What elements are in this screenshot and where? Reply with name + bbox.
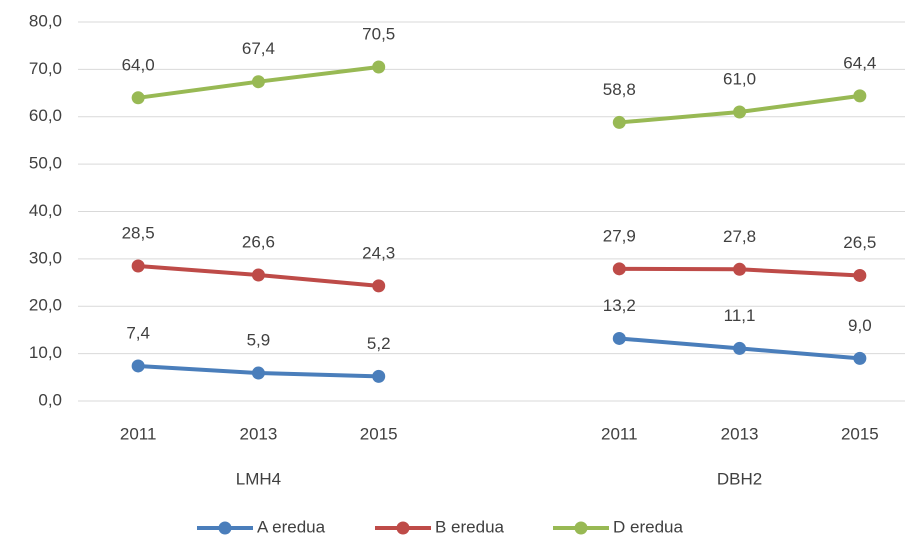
data-point xyxy=(612,331,626,345)
legend-label: B eredua xyxy=(435,517,505,536)
x-tick-label: 2013 xyxy=(240,424,278,443)
y-tick-label: 60,0 xyxy=(29,106,62,125)
data-point xyxy=(372,279,386,293)
y-tick-label: 40,0 xyxy=(29,201,62,220)
group-label: DBH2 xyxy=(717,469,762,488)
legend-marker xyxy=(396,521,410,535)
data-label: 5,9 xyxy=(247,331,271,350)
data-label: 27,9 xyxy=(603,226,636,245)
data-point xyxy=(853,351,867,365)
x-tick-label: 2013 xyxy=(721,424,759,443)
x-tick-label: 2011 xyxy=(120,424,157,443)
series-line xyxy=(137,263,860,288)
y-tick-label: 80,0 xyxy=(29,11,62,30)
data-point xyxy=(372,369,386,383)
data-point xyxy=(733,105,747,119)
legend-marker xyxy=(574,521,588,535)
x-tick-label: 2011 xyxy=(601,424,638,443)
data-label: 24,3 xyxy=(362,243,395,262)
y-tick-label: 50,0 xyxy=(29,154,62,173)
y-tick-label: 0,0 xyxy=(38,390,62,409)
data-point xyxy=(251,75,265,89)
data-label: 26,6 xyxy=(242,232,275,251)
data-point xyxy=(612,115,626,129)
data-label: 26,5 xyxy=(843,233,876,252)
data-point xyxy=(251,366,265,380)
data-label: 7,4 xyxy=(126,323,150,342)
y-tick-label: 10,0 xyxy=(29,343,62,362)
data-label: 13,2 xyxy=(603,296,636,315)
data-label: 70,5 xyxy=(362,24,395,43)
data-label: 61,0 xyxy=(723,69,756,88)
x-tick-label: 2015 xyxy=(360,424,398,443)
data-point xyxy=(131,259,145,273)
data-label: 11,1 xyxy=(724,306,756,325)
group-label: LMH4 xyxy=(236,469,281,488)
legend-label: A eredua xyxy=(257,517,326,536)
data-label: 5,2 xyxy=(367,334,391,353)
data-point xyxy=(131,91,145,105)
y-tick-label: 20,0 xyxy=(29,296,62,315)
data-point xyxy=(131,359,145,373)
data-point xyxy=(733,262,747,276)
legend-label: D eredua xyxy=(613,517,683,536)
data-point xyxy=(733,341,747,355)
data-label: 27,8 xyxy=(723,227,756,246)
data-point xyxy=(612,262,626,276)
data-point xyxy=(251,268,265,282)
data-point xyxy=(853,268,867,282)
legend-marker xyxy=(218,521,232,535)
data-point xyxy=(372,60,386,74)
y-tick-label: 30,0 xyxy=(29,248,62,267)
data-label: 28,5 xyxy=(122,223,155,242)
data-label: 67,4 xyxy=(242,39,275,58)
data-label: 64,4 xyxy=(843,53,876,72)
data-label: 9,0 xyxy=(848,316,872,335)
data-label: 64,0 xyxy=(122,55,155,74)
data-label: 58,8 xyxy=(603,80,636,99)
data-point xyxy=(853,89,867,103)
x-tick-label: 2015 xyxy=(841,424,879,443)
y-tick-label: 70,0 xyxy=(29,59,62,78)
